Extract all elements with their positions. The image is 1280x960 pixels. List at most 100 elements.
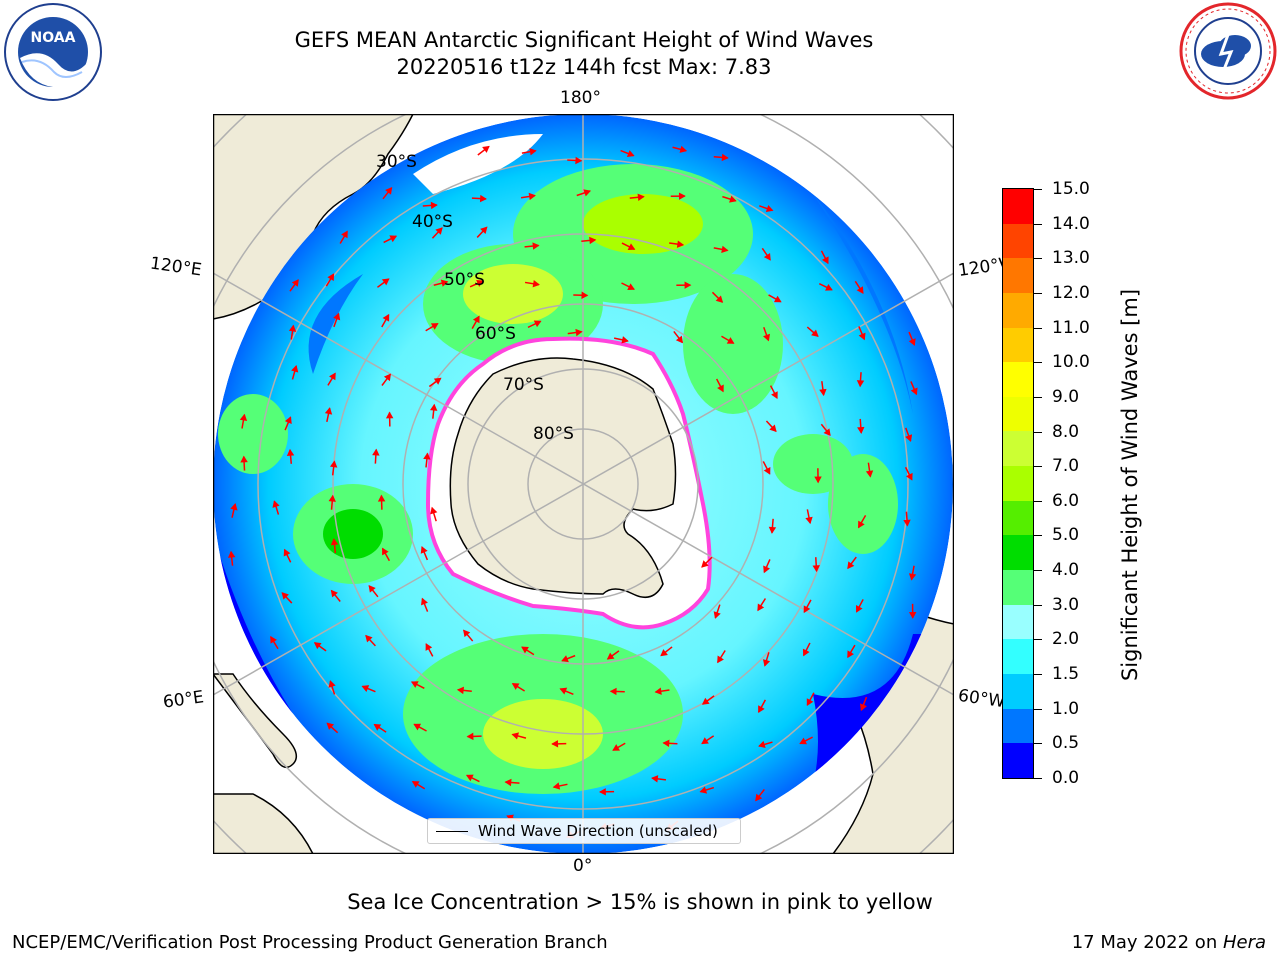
colorbar-segment (1003, 535, 1033, 571)
lon-label-bottom: 0° (573, 856, 593, 876)
colorbar-tick-label: 1.5 (1052, 664, 1080, 685)
colorbar-segment (1003, 292, 1033, 328)
colorbar-tick (1034, 362, 1042, 364)
wave-direction-arrowhead (420, 546, 428, 554)
wave-direction-arrowhead (903, 519, 911, 527)
wave-direction-arrowhead (482, 145, 490, 153)
wave-direction-arrowhead (755, 793, 763, 802)
wave-direction-arrowhead (858, 332, 866, 341)
sea-ice-caption: Sea Ice Concentration > 15% is shown in … (347, 890, 933, 914)
wave-direction-arrowhead (763, 252, 771, 261)
colorbar-segment (1003, 362, 1033, 397)
wave-direction-arrowhead (430, 201, 438, 210)
colorbar-segment (1003, 431, 1033, 467)
wave-direction-arrowhead (413, 723, 422, 731)
colorbar-segment (1003, 639, 1033, 674)
wave-direction-arrowhead (717, 384, 724, 393)
wave-direction-arrowhead (270, 635, 277, 644)
wave-direction-arrowhead (757, 603, 765, 612)
colorbar-segment (1003, 466, 1033, 501)
wave-direction-arrowhead (333, 312, 341, 321)
colorbar-tick-label: 12.0 (1052, 282, 1090, 303)
nws-logo (1177, 2, 1279, 100)
wave-direction-arrowhead (589, 236, 597, 245)
wave-direction-arrowhead (528, 192, 536, 201)
noaa-logo-text: NOAA (31, 30, 76, 46)
lon-label-top: 180° (560, 88, 601, 108)
colorbar-tick-label: 6.0 (1052, 490, 1080, 511)
wave-direction-arrowhead (599, 788, 606, 796)
colorbar-segment (1003, 708, 1033, 744)
wave-direction-arrowhead (328, 494, 336, 502)
wave-direction-arrowhead (905, 472, 913, 481)
wave-direction-arrowhead (381, 278, 390, 286)
colorbar-segment (1003, 673, 1033, 709)
wave-direction-arrowhead (621, 336, 629, 344)
wave-direction-arrowhead (758, 740, 766, 748)
wave-direction-arrowhead (532, 280, 540, 288)
wave-direction-arrowhead (504, 778, 512, 787)
wave-direction-arrowhead (678, 192, 686, 200)
wave-direction-arrowhead (729, 195, 737, 203)
wave-direction-arrowhead (373, 723, 382, 731)
lat-label-70s: 70°S (503, 375, 544, 395)
wave-direction-arrowhead (466, 732, 474, 741)
wave-direction-arrowhead (521, 646, 529, 654)
lat-label-30s: 30°S (376, 152, 417, 172)
wave-direction-arrowhead (429, 403, 438, 411)
colorbar-tick (1034, 778, 1042, 779)
wave-direction-arrowhead (717, 655, 724, 664)
wave-direction-arrowhead (240, 455, 248, 463)
map-panel (213, 114, 954, 854)
colorbar-segment (1003, 500, 1033, 536)
wave-direction-arrowhead (511, 683, 520, 690)
colorbar-tick (1034, 327, 1042, 329)
wave-direction-arrowhead (847, 561, 855, 570)
colorbar-tick (1034, 604, 1042, 606)
wave-direction-arrowhead (472, 315, 480, 324)
wave-direction-arrowhead (805, 516, 813, 525)
colorbar-tick (1034, 466, 1042, 468)
colorbar-tick (1034, 500, 1042, 502)
colorbar-segment (1003, 189, 1033, 224)
wave-direction-arrowhead (660, 649, 668, 657)
wave-direction-arrowhead (859, 703, 867, 712)
colorbar-tick (1034, 292, 1042, 294)
lat-label-60s: 60°S (475, 324, 516, 344)
wave-direction-arrowhead (908, 573, 917, 581)
colorbar-segment (1003, 223, 1033, 259)
wave-direction-arrowhead (802, 648, 810, 657)
wave-direction-arrowhead (329, 372, 336, 381)
wave-direction-arrowhead (612, 744, 620, 751)
colorbar-tick-label: 5.0 (1052, 525, 1080, 546)
wave-direction-arrowhead (382, 313, 390, 322)
wave-direction-arrowhead (701, 560, 709, 568)
wave-direction-arrowhead (239, 413, 248, 422)
wave-direction-arrowhead (456, 686, 465, 695)
footer-machine: Hera (1222, 932, 1266, 953)
wave-direction-arrowhead (654, 687, 662, 695)
lat-label-50s: 50°S (444, 270, 485, 290)
colorbar-tick-label: 13.0 (1052, 248, 1090, 269)
wave-direction-arrowhead (552, 782, 561, 790)
wave-direction-arrowhead (762, 659, 771, 667)
wave-direction-arrowhead (583, 189, 591, 197)
wave-direction-arrowhead (435, 227, 443, 235)
chart-subtitle: 20220516 t12z 144h fcst Max: 7.83 (396, 55, 772, 79)
lat-label-80s: 80°S (533, 424, 574, 444)
wave-direction-arrowhead (858, 520, 865, 529)
wave-direction-arrowhead (662, 739, 670, 748)
wave-direction-arrowhead (769, 424, 777, 433)
wave-direction-arrowhead (561, 655, 569, 663)
footer-branch: NCEP/EMC/Verification Post Processing Pr… (12, 932, 608, 953)
wave-direction-arrowhead (825, 283, 833, 291)
wave-direction-arrowhead (651, 775, 659, 783)
colorbar-tick (1034, 743, 1042, 745)
wave-direction-arrowhead (675, 335, 684, 344)
colorbar-title: Significant Height of Wind Waves [m] (1118, 288, 1142, 682)
wave-direction-arrowhead (286, 448, 295, 456)
wave-direction-arrowhead (847, 650, 854, 659)
land-australia (213, 114, 414, 320)
legend-line-icon (436, 831, 468, 832)
wave-direction-arrowhead (721, 245, 729, 254)
